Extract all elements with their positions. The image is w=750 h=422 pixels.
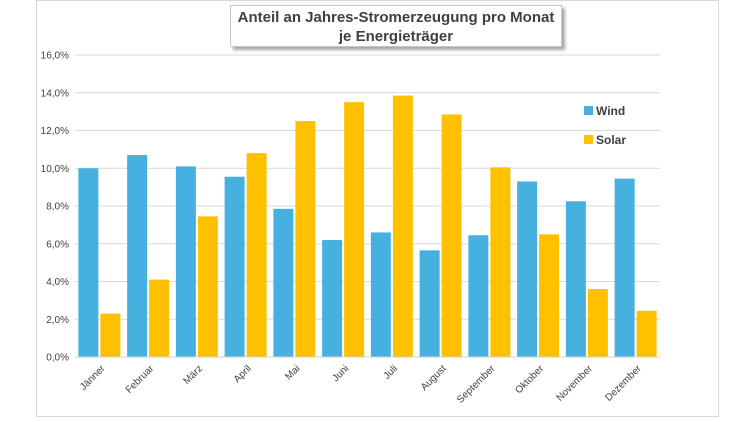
bar-solar xyxy=(490,167,511,357)
x-tick-label: Jänner xyxy=(78,363,108,393)
bar-wind xyxy=(273,208,294,357)
bar-wind xyxy=(370,232,391,357)
chart-title-line2: je Energieträger xyxy=(338,28,454,45)
chart-title-line1: Anteil an Jahres-Stromerzeugung pro Mona… xyxy=(237,9,555,26)
x-axis-labels: Jänner Februar März April Mai Juni Juli August S… xyxy=(78,363,644,406)
bar-wind xyxy=(175,166,196,357)
gridlines xyxy=(75,54,660,320)
bar-solar xyxy=(344,102,365,357)
bar-wind xyxy=(517,181,538,357)
x-tick-label: November xyxy=(555,363,596,404)
y-tick-label: 10,0% xyxy=(41,164,69,175)
x-tick-label: Juni xyxy=(330,363,351,384)
bar-wind xyxy=(322,239,343,357)
x-tick-label: Juli xyxy=(382,363,400,381)
x-tick-label: Februar xyxy=(124,363,157,396)
bar-solar xyxy=(246,153,267,357)
bar-wind xyxy=(78,168,99,357)
bar-solar xyxy=(197,216,218,357)
x-tick-label: Dezember xyxy=(603,363,644,404)
y-tick-label: 12,0% xyxy=(41,126,69,137)
bar-solar xyxy=(441,114,462,357)
legend-label-solar: Solar xyxy=(596,133,626,147)
bar-wind xyxy=(224,176,245,357)
legend-swatch-solar xyxy=(584,135,593,144)
legend: Wind Solar xyxy=(584,104,626,147)
x-tick-label: August xyxy=(419,363,449,393)
legend-swatch-wind xyxy=(584,106,593,115)
y-tick-label: 4,0% xyxy=(46,277,69,288)
y-tick-label: 16,0% xyxy=(41,51,69,62)
x-tick-label: September xyxy=(455,363,498,406)
x-tick-label: April xyxy=(232,363,254,385)
bar-wind xyxy=(565,201,586,357)
bar-wind xyxy=(468,235,489,357)
x-tick-label: März xyxy=(181,363,205,387)
legend-label-wind: Wind xyxy=(596,104,625,118)
bar-solar xyxy=(636,310,657,357)
bar-wind xyxy=(127,155,148,357)
bar-wind xyxy=(419,250,440,357)
y-tick-label: 14,0% xyxy=(41,88,69,99)
y-tick-label: 6,0% xyxy=(46,239,69,250)
y-tick-label: 0,0% xyxy=(46,353,69,364)
chart-title: Anteil an Jahres-Stromerzeugung pro Mona… xyxy=(230,5,562,47)
bar-solar xyxy=(539,234,560,357)
bar-solar xyxy=(295,121,316,357)
x-tick-label: Oktober xyxy=(513,363,546,396)
bar-solar xyxy=(149,279,170,357)
y-tick-label: 8,0% xyxy=(46,202,69,213)
bars xyxy=(78,95,657,358)
bar-solar xyxy=(587,289,608,357)
y-tick-label: 2,0% xyxy=(46,315,69,326)
x-tick-label: Mai xyxy=(283,363,302,382)
bar-solar xyxy=(392,95,413,358)
y-axis-labels: 0,0% 2,0% 4,0% 6,0% 8,0% 10,0% 12,0% 14,0% 16,0% xyxy=(41,51,69,364)
bar-wind xyxy=(614,178,635,357)
bar-solar xyxy=(100,313,121,357)
